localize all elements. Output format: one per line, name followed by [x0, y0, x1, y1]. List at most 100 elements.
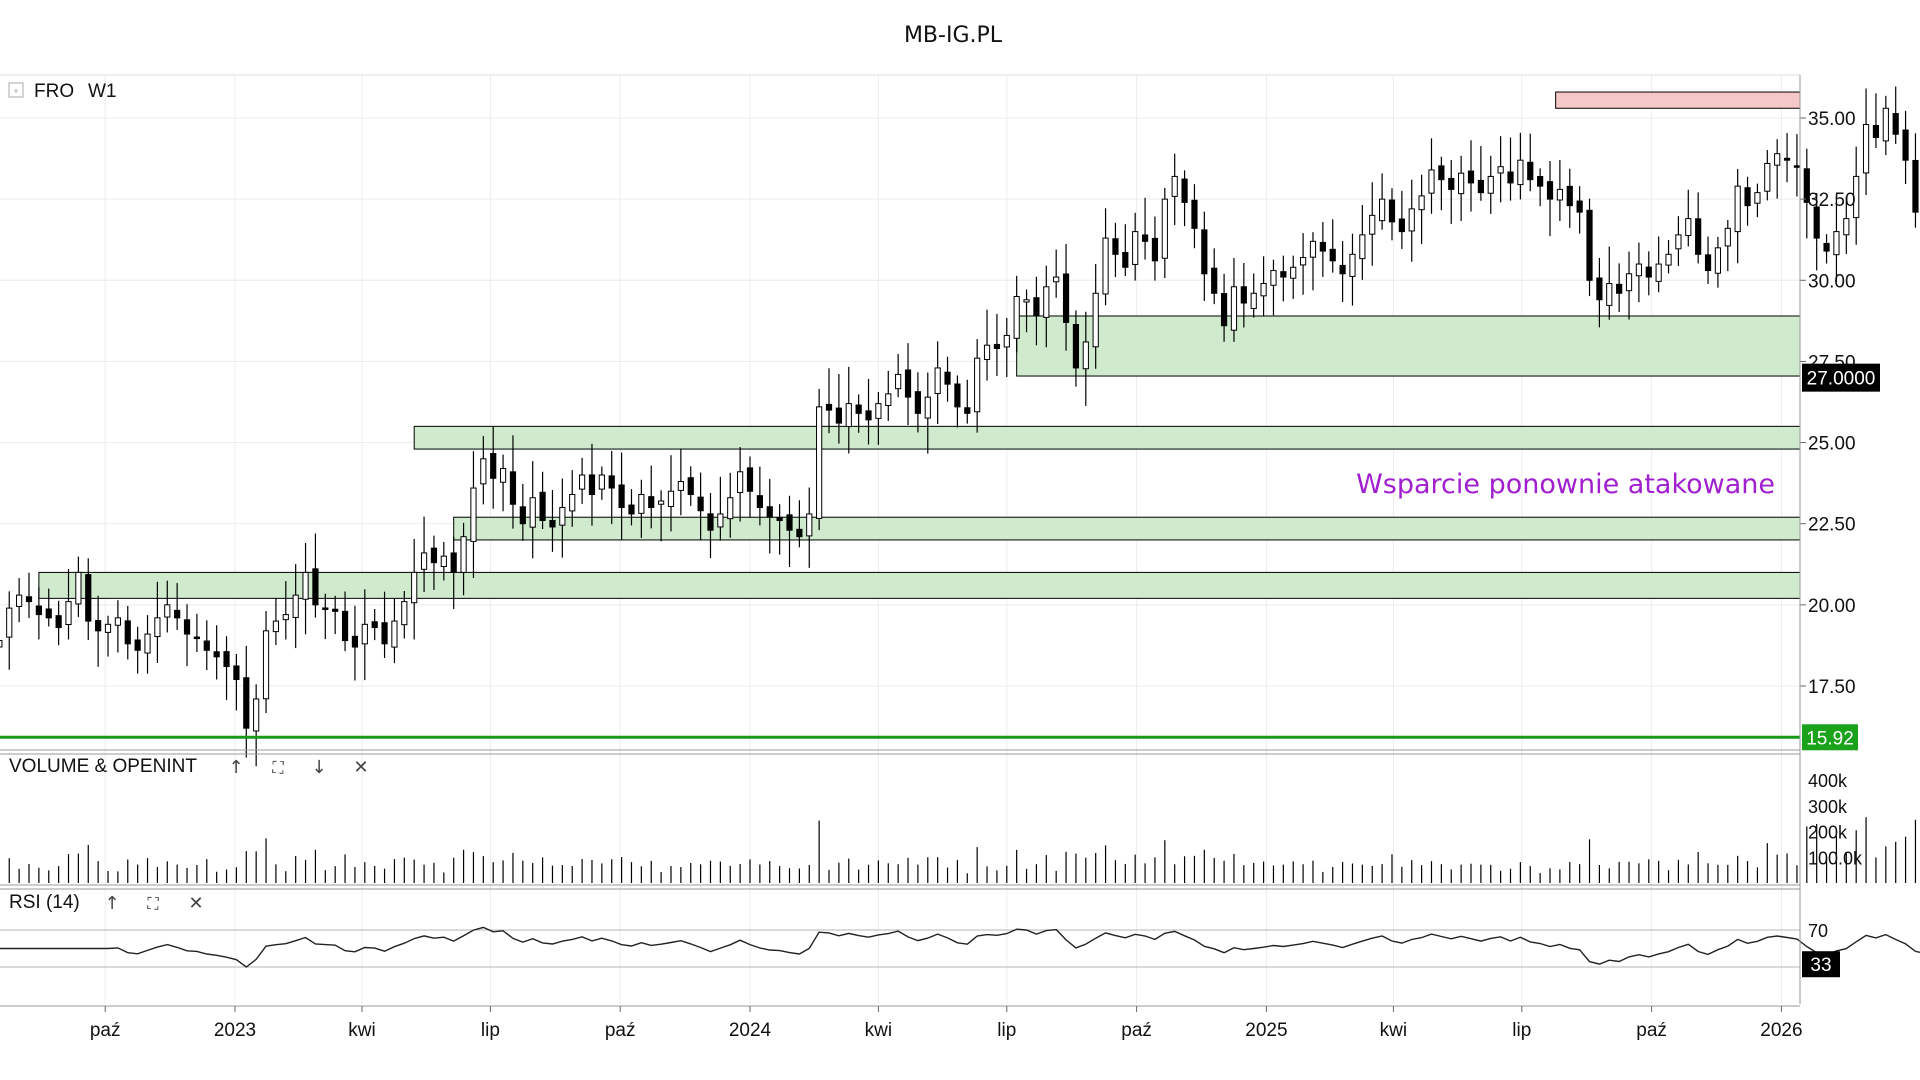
- candle: [885, 370, 892, 421]
- time-tick-label: 2024: [729, 1020, 772, 1041]
- candle-body-down: [588, 474, 596, 496]
- candle: [865, 378, 872, 445]
- candle-body-down: [1062, 273, 1070, 323]
- rsi-panel-title: RSI (14): [9, 892, 80, 913]
- candle-body-up: [480, 458, 487, 485]
- candle-body-up: [1102, 237, 1109, 295]
- candle-body-down: [1388, 199, 1396, 223]
- candle-body-up: [1270, 270, 1277, 286]
- candle-body-up: [1161, 198, 1168, 259]
- candle: [875, 391, 882, 445]
- candle-body-up: [164, 604, 171, 618]
- candle: [1635, 242, 1643, 303]
- candle-body-up: [1408, 208, 1415, 232]
- candle-body-down: [1872, 125, 1880, 138]
- candle: [1033, 276, 1040, 346]
- candle-body-up: [1882, 107, 1889, 142]
- candle-body-down: [865, 410, 872, 421]
- candle-body-up: [1092, 292, 1099, 348]
- rsi-maximize-icon[interactable]: ⛶: [147, 894, 159, 913]
- candle: [1714, 236, 1722, 288]
- candle-body-down: [1902, 129, 1909, 161]
- support-annotation: Wsparcie ponownie atakowane: [1356, 469, 1775, 500]
- candle: [1309, 232, 1317, 291]
- volume-bars: [8, 817, 1917, 883]
- candle: [1220, 273, 1228, 342]
- candle: [292, 564, 299, 649]
- candle: [509, 435, 517, 529]
- candle: [75, 556, 82, 618]
- candle-body-down: [223, 651, 230, 668]
- expand-icon[interactable]: [8, 82, 24, 98]
- candle-body-down: [1122, 251, 1129, 268]
- time-tick-label: kwi: [348, 1020, 375, 1041]
- candle-body-down: [450, 552, 457, 573]
- candle: [1487, 155, 1494, 214]
- price-tick-label: 30.00: [1808, 271, 1856, 292]
- candle-body-down: [954, 383, 961, 408]
- volume-move-down-icon[interactable]: ↓: [311, 757, 326, 778]
- candle-body-down: [697, 496, 704, 512]
- candle-body-down: [786, 514, 793, 531]
- volume-maximize-icon[interactable]: ⛶: [272, 758, 284, 777]
- candle: [1072, 310, 1080, 387]
- candle-body-up: [1774, 153, 1781, 166]
- candle-body-down: [203, 640, 210, 651]
- candle-body-up: [717, 513, 724, 528]
- candle: [608, 450, 615, 525]
- candle: [1132, 212, 1139, 281]
- candle-body-up: [1230, 286, 1238, 331]
- candle-body-down: [855, 404, 862, 414]
- candle: [667, 455, 675, 532]
- candle-body-up: [1290, 266, 1297, 279]
- candle-body-down: [1566, 185, 1573, 207]
- candle-body-up: [65, 601, 72, 626]
- candle: [727, 472, 734, 538]
- candle: [1823, 234, 1830, 264]
- candle: [45, 588, 52, 627]
- candle: [1270, 259, 1277, 316]
- candle-body-up: [569, 494, 576, 512]
- candle: [1576, 186, 1583, 234]
- candle: [272, 598, 280, 646]
- candle-body-down: [312, 568, 319, 606]
- candle-body-up: [1497, 166, 1504, 174]
- candle-body-up: [1764, 162, 1771, 192]
- candle: [766, 478, 773, 554]
- candle: [1359, 205, 1366, 280]
- candle: [65, 569, 72, 640]
- candle: [332, 595, 339, 635]
- candle-body-up: [1299, 257, 1307, 266]
- candle: [1586, 198, 1593, 297]
- candle: [1734, 168, 1741, 264]
- candle: [1477, 146, 1484, 201]
- candle-body-down: [490, 453, 497, 479]
- candle-body-down: [1398, 218, 1405, 233]
- candle: [1319, 222, 1326, 277]
- candle: [1665, 239, 1672, 274]
- rsi-close-icon[interactable]: ✕: [188, 893, 203, 914]
- candle-body-down: [1912, 159, 1919, 213]
- candle-body-down: [1695, 218, 1702, 255]
- support-line-price-box: [1802, 724, 1858, 751]
- resistance-zone: [1555, 91, 1801, 109]
- candle-body-up: [1171, 175, 1178, 197]
- candle: [914, 372, 922, 433]
- candle-body-up: [154, 617, 161, 638]
- candle-body-up: [391, 620, 398, 648]
- candle-body-down: [707, 513, 714, 531]
- volume-close-icon[interactable]: ✕: [353, 757, 368, 778]
- candle-body-up: [529, 497, 536, 528]
- volume-move-up-icon[interactable]: ↑: [228, 757, 243, 778]
- rsi-current-label: 33: [1810, 955, 1831, 976]
- candle-body-down: [174, 609, 181, 619]
- candle-body-down: [1280, 271, 1287, 278]
- candle: [1112, 222, 1119, 278]
- candle-body-up: [1833, 231, 1840, 256]
- support-resistance-zones: [38, 91, 1801, 599]
- candle: [559, 478, 566, 558]
- candle: [1290, 255, 1297, 299]
- candle: [717, 476, 724, 541]
- candle: [1872, 93, 1880, 148]
- rsi-move-up-icon[interactable]: ↑: [104, 893, 119, 914]
